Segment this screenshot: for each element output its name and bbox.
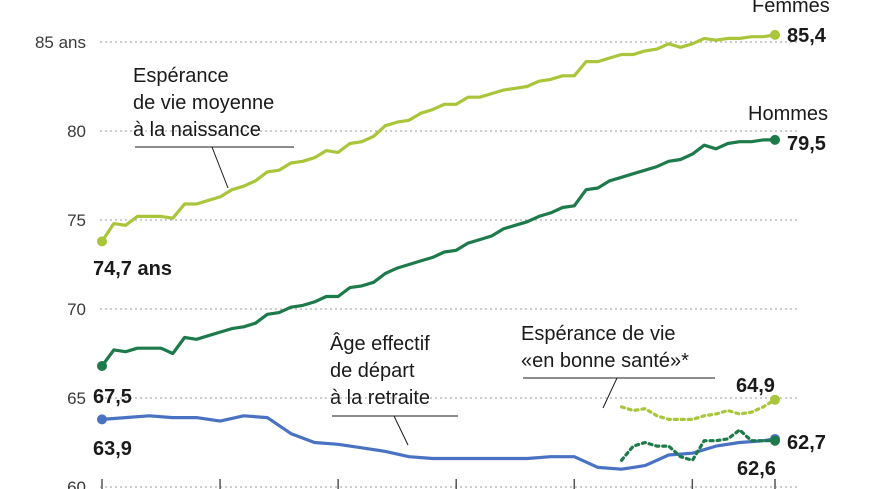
gridlines [100,41,800,488]
annotation-life-expectancy: Espérance de vie moyenne à la naissance [133,65,294,189]
x-axis-ticks [101,479,776,489]
annotation-life-expectancy-line1: Espérance [133,65,229,87]
annotation-healthy-line1: Espérance de vie [521,323,676,345]
series-line-1 [100,138,777,368]
label-femmes: Femmes [752,0,830,17]
series-end-point-3 [770,394,780,405]
start-label-hommes: 67,5 [93,386,132,408]
annotation-life-expectancy-line3: à la naissance [133,119,261,141]
y-tick-label: 75 [67,211,86,230]
end-label-femmes: 85,4 [787,25,827,47]
y-tick-label: 65 [67,389,86,408]
y-tick-label: 80 [67,122,86,141]
end-label-hommes: 79,5 [787,133,826,155]
series-end-point-1 [770,134,780,145]
y-tick-label: 85 ans [35,33,86,52]
series-start-point-2 [97,414,107,425]
series-start-point-1 [97,360,107,371]
series-line-4 [619,428,777,462]
annotation-healthy-life: Espérance de vie «en bonne santé»* [521,323,715,409]
leader-line [602,377,618,409]
end-label-healthy-femmes: 64,9 [736,375,775,397]
annotation-retirement-line1: Âge effectif [330,332,430,355]
end-label-healthy-hommes: 62,6 [737,458,776,480]
series-line-2 [100,414,777,471]
leader-line [211,146,229,189]
leader-line [393,415,409,446]
start-label-femmes: 74,7 ans [93,258,172,280]
series-line-0 [100,33,777,243]
start-label-retirement: 63,9 [93,438,132,460]
annotation-life-expectancy-line2: de vie moyenne [133,92,274,114]
annotation-healthy-line2: «en bonne santé»* [521,350,689,372]
y-axis: 60 65 70 75 80 85 ans [35,33,86,489]
y-tick-label: 70 [67,300,86,319]
series-end-point-0 [770,29,780,40]
annotation-retirement-line2: de départ [330,360,415,382]
end-label-retirement: 62,7 [787,432,826,454]
label-hommes: Hommes [748,103,828,125]
series-lines [97,29,780,471]
series-start-point-0 [97,236,107,247]
y-tick-label: 60 [67,478,86,489]
annotation-retirement-age: Âge effectif de départ à la retraite [330,332,458,446]
annotation-retirement-line3: à la retraite [330,387,430,409]
series-end-point-4 [770,435,780,446]
series-line-3 [619,398,777,421]
